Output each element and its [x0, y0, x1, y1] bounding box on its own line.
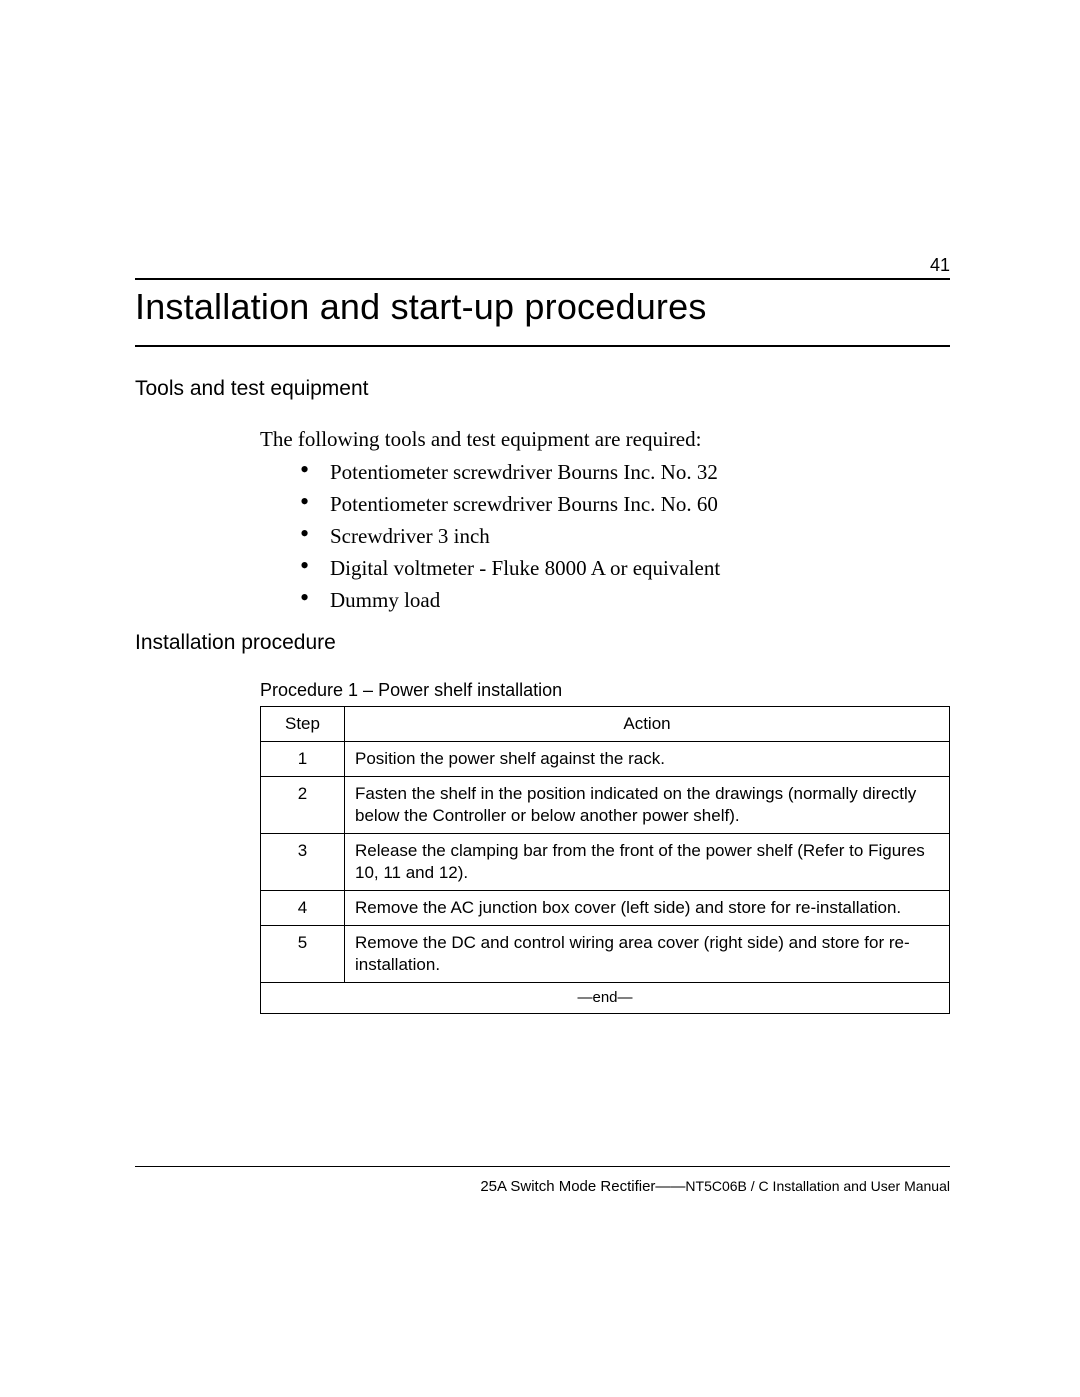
- footer: 25A Switch Mode Rectifier——NT5C06B / C I…: [480, 1178, 950, 1195]
- table-row: 4 Remove the AC junction box cover (left…: [261, 891, 950, 926]
- cell-step: 5: [261, 926, 345, 983]
- cell-action: Release the clamping bar from the front …: [345, 834, 950, 891]
- col-header-step: Step: [261, 707, 345, 742]
- section-heading-tools: Tools and test equipment: [135, 377, 368, 401]
- footer-left: 25A Switch Mode Rectifier——: [480, 1178, 685, 1195]
- cell-step: 4: [261, 891, 345, 926]
- cell-action: Remove the AC junction box cover (left s…: [345, 891, 950, 926]
- procedure-title: Procedure 1 – Power shelf installation: [260, 680, 562, 701]
- list-item: Potentiometer screwdriver Bourns Inc. No…: [300, 488, 910, 520]
- table-end-row: —end—: [261, 983, 950, 1014]
- cell-action: Position the power shelf against the rac…: [345, 742, 950, 777]
- table-header-row: Step Action: [261, 707, 950, 742]
- rule-top: [135, 278, 950, 280]
- page-title: Installation and start-up procedures: [135, 286, 707, 328]
- procedure-table: Step Action 1 Position the power shelf a…: [260, 706, 950, 1014]
- tools-intro: The following tools and test equipment a…: [260, 427, 950, 452]
- table-row: 1 Position the power shelf against the r…: [261, 742, 950, 777]
- cell-step: 1: [261, 742, 345, 777]
- cell-end: —end—: [261, 983, 950, 1014]
- page: 41 Installation and start-up procedures …: [0, 0, 1080, 1397]
- section-heading-install: Installation procedure: [135, 631, 336, 655]
- footer-rule: [135, 1166, 950, 1167]
- cell-action: Fasten the shelf in the position indicat…: [345, 777, 950, 834]
- page-number: 41: [930, 255, 950, 276]
- tools-list: Potentiometer screwdriver Bourns Inc. No…: [300, 456, 910, 616]
- list-item: Potentiometer screwdriver Bourns Inc. No…: [300, 456, 910, 488]
- cell-step: 3: [261, 834, 345, 891]
- cell-step: 2: [261, 777, 345, 834]
- table-row: 3 Release the clamping bar from the fron…: [261, 834, 950, 891]
- table-row: 5 Remove the DC and control wiring area …: [261, 926, 950, 983]
- rule-under-title: [135, 345, 950, 347]
- list-item: Digital voltmeter - Fluke 8000 A or equi…: [300, 552, 910, 584]
- table-row: 2 Fasten the shelf in the position indic…: [261, 777, 950, 834]
- list-item: Screwdriver 3 inch: [300, 520, 910, 552]
- list-item: Dummy load: [300, 584, 910, 616]
- footer-right: NT5C06B / C Installation and User Manual: [685, 1178, 950, 1194]
- col-header-action: Action: [345, 707, 950, 742]
- cell-action: Remove the DC and control wiring area co…: [345, 926, 950, 983]
